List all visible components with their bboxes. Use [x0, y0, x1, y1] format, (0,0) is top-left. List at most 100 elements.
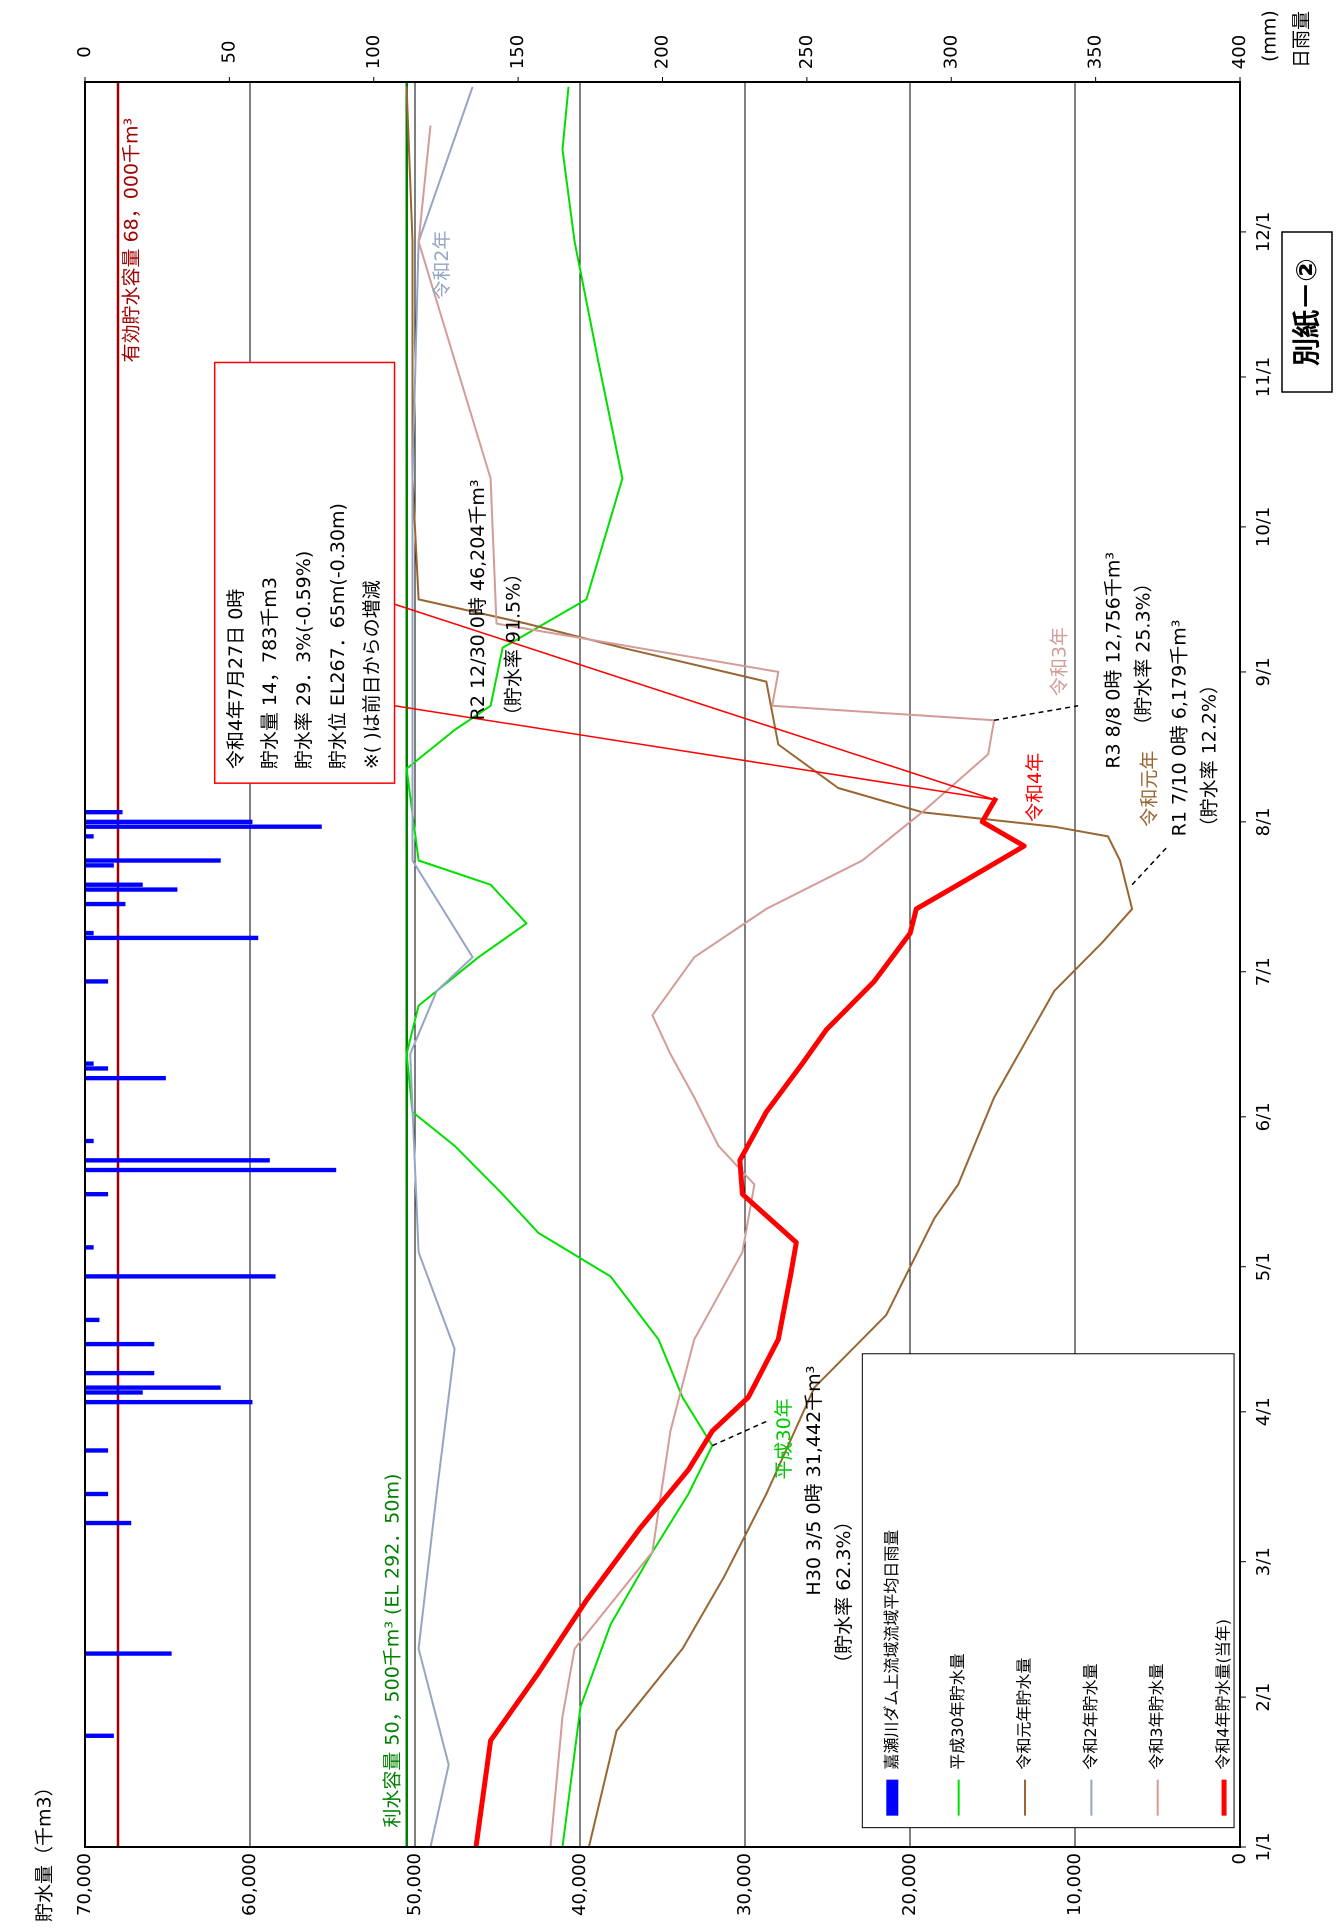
rain-bar — [85, 1520, 132, 1526]
rain-bar — [85, 1733, 114, 1738]
x-tick-label: 7/1 — [1253, 957, 1274, 986]
annotation: R1 7/10 0時 6,179千m³ — [1169, 620, 1191, 837]
y2-tick-label: 400 — [1229, 35, 1250, 69]
callout-text: 貯水量 14，783千m3 — [259, 577, 281, 769]
rain-bar — [85, 824, 322, 829]
y-tick-label: 20,000 — [899, 1853, 920, 1916]
annotation: R2 12/30 0時 46,204千m³ — [467, 479, 489, 720]
legend-label: 令和2年貯水量 — [1081, 1663, 1100, 1769]
rain-bar — [85, 1192, 109, 1197]
legend-swatch — [886, 1779, 899, 1816]
annotation: R3 8/8 0時 12,756千m³ — [1103, 552, 1125, 769]
y2-axis-label: 日雨量 — [1291, 11, 1313, 68]
callout-text: 貯水位 EL267．65m(-0.30m) — [327, 503, 349, 769]
storage-line — [405, 86, 1134, 1848]
rain-bar — [85, 1167, 337, 1173]
x-tick-label: 5/1 — [1253, 1252, 1274, 1281]
annotation: 平成30年 — [773, 1398, 795, 1479]
callout-text: 貯水率 29．3%(-0.59%) — [293, 551, 315, 769]
storage-line — [473, 796, 1027, 1848]
annotation: 令和元年 — [1139, 751, 1161, 827]
x-tick-label: 11/1 — [1253, 357, 1274, 397]
y-tick-label: 50,000 — [404, 1853, 425, 1916]
y2-tick-label: 200 — [652, 35, 673, 69]
y-tick-label: 10,000 — [1064, 1853, 1085, 1916]
annotation: H30 3/5 0時 31,442千m³ — [803, 1366, 825, 1596]
y2-tick-label: 50 — [218, 41, 239, 64]
annotation: （貯水率 62.3%） — [833, 1512, 855, 1673]
rain-bar — [85, 882, 143, 887]
y-tick-label: 60,000 — [239, 1853, 260, 1916]
rain-bar — [85, 1066, 109, 1071]
rain-bar — [85, 1138, 94, 1144]
x-tick-label: 3/1 — [1253, 1547, 1274, 1576]
x-tick-label: 9/1 — [1253, 657, 1274, 686]
rain-bar — [85, 930, 94, 936]
rain-bar — [85, 1341, 155, 1347]
y-tick-label: 0 — [1229, 1853, 1250, 1864]
x-tick-label: 4/1 — [1253, 1397, 1274, 1426]
legend-label: 平成30年貯水量 — [948, 1653, 967, 1769]
legend-label: 令和4年貯水量(当年) — [1214, 1619, 1233, 1770]
storage-line — [409, 86, 474, 1848]
rain-bar — [85, 1061, 94, 1066]
x-tick-label: 8/1 — [1253, 807, 1274, 836]
legend-box — [861, 1353, 1235, 1829]
rotated-chart: 貯水量（千m3） 0 10,000 20,000 30,000 40,000 50,000… — [34, 10, 1333, 1922]
y2-tick-label: 0 — [74, 46, 95, 57]
rain-bar — [85, 819, 253, 825]
callout-text: ※( )は前日からの増減 — [361, 580, 383, 769]
rain-bar — [85, 935, 259, 941]
y2-tick-label: 250 — [796, 35, 817, 69]
plot-frame — [84, 81, 1241, 1848]
sheet-label: 別紙－② — [1290, 258, 1323, 366]
rain-bar — [85, 1385, 221, 1390]
y2-tick-label: 350 — [1085, 35, 1106, 69]
rain-bar — [85, 1370, 155, 1376]
rain-bar — [85, 1491, 109, 1497]
x-tick-label: 1/1 — [1253, 1833, 1274, 1862]
rain-bar — [85, 834, 94, 839]
rain-bar — [85, 887, 178, 892]
annotation: 令和3年 — [1049, 627, 1071, 696]
reference-label: 有効貯水容量 68，000千m³ — [121, 118, 143, 363]
callout-pointer — [394, 705, 995, 801]
callout-box — [213, 361, 396, 784]
rain-bar — [85, 1245, 94, 1250]
y-tick-label: 40,000 — [569, 1853, 590, 1916]
legend-label: 嘉瀬川ダム上流域流域平均日雨量 — [882, 1530, 901, 1770]
rain-bar — [85, 858, 221, 863]
y2-tick-label: 150 — [507, 35, 528, 69]
rain-bar — [85, 1317, 100, 1323]
rain-bar — [85, 863, 114, 868]
callout-text: 令和4年7月27日 0時 — [225, 589, 247, 769]
x-tick-label: 12/1 — [1253, 212, 1274, 252]
rain-bar — [85, 1399, 253, 1405]
rain-bar — [85, 1390, 143, 1395]
rain-bar — [85, 1448, 109, 1453]
y-axis-label: 貯水量（千m3） — [34, 1777, 56, 1922]
sheet-label-box — [1281, 231, 1333, 393]
annotation: （貯水率 25.3%） — [1133, 573, 1155, 734]
y2-tick-label: 100 — [363, 35, 384, 69]
y-tick-label: 30,000 — [734, 1853, 755, 1916]
x-tick-label: 10/1 — [1253, 507, 1274, 547]
reference-label: 利水容量 50，500千m³ (EL 292．50m) — [381, 1474, 403, 1828]
y2-tick-label: 300 — [940, 35, 961, 69]
y-tick-label: 70,000 — [74, 1853, 95, 1916]
y2-axis-unit: (mm) — [1259, 10, 1281, 62]
rain-bar — [85, 1075, 166, 1081]
legend-label: 令和3年貯水量 — [1147, 1663, 1166, 1769]
annotation: （貯水率 91.5%） — [503, 564, 525, 725]
annotation: 令和2年 — [431, 231, 453, 300]
storage-line — [405, 86, 714, 1848]
annotation: （貯水率 12.2%） — [1198, 675, 1220, 836]
rain-bar — [85, 1651, 172, 1656]
legend-label: 令和元年貯水量 — [1015, 1658, 1034, 1770]
rain-bar — [85, 979, 109, 984]
annotation: 令和4年 — [1024, 753, 1046, 822]
callout-pointer — [394, 603, 995, 801]
storage-line — [417, 125, 996, 1848]
rain-bar — [85, 1158, 270, 1163]
